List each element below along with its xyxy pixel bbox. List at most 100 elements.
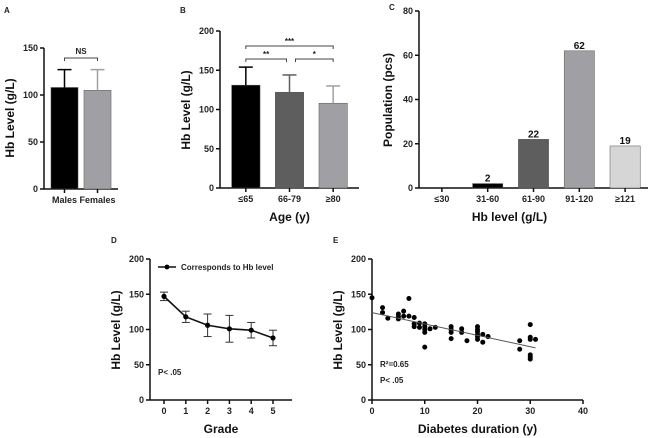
data-point-D — [226, 326, 232, 332]
y-axis-title-D: Hb Level (g/L) — [109, 290, 123, 369]
data-label-C: 22 — [528, 129, 540, 140]
x-tick-label-A: Females — [79, 195, 115, 205]
significance-bracket-B — [245, 58, 287, 62]
data-point-E — [475, 336, 480, 342]
x-tick-label-C: 61-90 — [522, 194, 545, 204]
x-tick-label-C: 31-60 — [476, 194, 499, 204]
y-tick-label-E: 100 — [351, 325, 366, 335]
data-point-E — [406, 295, 412, 301]
annotation-p-E: P< .05 — [380, 376, 404, 385]
y-tick-label-B: 150 — [199, 65, 214, 75]
x-tick-label-D: 1 — [183, 406, 188, 416]
x-tick-label-E: 20 — [472, 406, 482, 416]
data-point-D — [205, 322, 211, 328]
data-point-E — [533, 336, 539, 342]
y-tick-label-C: 60 — [403, 50, 413, 60]
data-point-E — [401, 313, 407, 319]
data-point-E — [459, 326, 465, 332]
x-tick-label-D: 4 — [249, 406, 254, 416]
significance-label-B: * — [313, 50, 317, 59]
annotation-r2-E: R²=0.65 — [380, 360, 409, 369]
series-line-D — [163, 295, 274, 339]
x-axis-title-B: Age (y) — [269, 210, 310, 224]
data-point-E — [401, 308, 407, 314]
data-point-E — [411, 324, 417, 330]
x-tick-label-D: 3 — [227, 406, 232, 416]
panel-label-A: A — [4, 6, 10, 15]
significance-label-B: *** — [285, 37, 295, 46]
data-point-D — [248, 327, 254, 333]
x-tick-label-B: ≥80 — [326, 194, 341, 204]
legend-label-D: Corresponds to Hb level — [181, 263, 273, 272]
y-tick-label-B: 0 — [209, 183, 214, 193]
annotation-D: P< .05 — [158, 368, 182, 377]
x-tick-label-D: 2 — [205, 406, 210, 416]
x-tick-label-B: 66-79 — [278, 194, 301, 204]
data-point-E — [527, 336, 533, 342]
y-tick-label-D: 50 — [134, 360, 144, 370]
data-label-C: 19 — [620, 136, 632, 147]
data-point-E — [527, 322, 533, 328]
x-tick-label-B: ≤65 — [238, 194, 253, 204]
y-tick-label-D: 200 — [129, 254, 144, 264]
bar-C — [518, 139, 549, 189]
y-tick-label-B: 100 — [199, 105, 214, 115]
y-axis-title-C: Population (pcs) — [381, 53, 395, 147]
regression-line-E — [371, 312, 536, 349]
data-point-D — [161, 293, 167, 299]
significance-bracket-B — [245, 45, 334, 49]
y-tick-label-D: 100 — [129, 325, 144, 335]
x-tick-label-C: ≥121 — [615, 194, 635, 204]
data-point-E — [480, 339, 486, 345]
data-point-E — [517, 338, 523, 344]
x-tick-label-E: 0 — [369, 406, 374, 416]
y-tick-label-E: 50 — [356, 360, 366, 370]
data-point-E — [369, 295, 375, 301]
data-label-C: 2 — [485, 174, 491, 185]
x-tick-label-E: 40 — [578, 406, 588, 416]
bar-C — [563, 50, 595, 189]
data-label-C: 62 — [574, 41, 586, 52]
y-axis-title-E: Hb Level (g/L) — [331, 290, 345, 369]
x-tick-label-E: 10 — [420, 406, 430, 416]
data-point-E — [416, 324, 422, 330]
bar-A — [83, 90, 112, 190]
data-point-E — [422, 329, 428, 335]
data-point-D — [183, 314, 189, 320]
panel-label-E: E — [333, 236, 339, 245]
data-point-E — [411, 315, 417, 321]
x-axis-title-E: Diabetes duration (y) — [418, 422, 537, 436]
x-tick-label-C: ≤30 — [434, 194, 449, 204]
y-tick-label-A: 50 — [28, 137, 38, 147]
y-tick-label-C: 80 — [403, 6, 413, 16]
data-point-E — [385, 315, 391, 321]
bar-B — [275, 91, 304, 189]
y-tick-label-E: 150 — [351, 289, 366, 299]
y-tick-label-E: 0 — [361, 395, 366, 405]
data-point-D — [270, 335, 276, 341]
x-axis-title-C: Hb level (g/L) — [472, 210, 547, 224]
panel-label-B: B — [180, 6, 186, 15]
significance-bracket-B — [295, 58, 334, 62]
data-point-E — [448, 329, 454, 335]
y-tick-label-E: 200 — [351, 254, 366, 264]
bar-B — [231, 84, 261, 189]
y-tick-label-B: 200 — [199, 26, 214, 36]
panel-label-C: C — [389, 3, 395, 12]
significance-label-B: ** — [263, 50, 270, 59]
x-tick-label-E: 30 — [525, 406, 535, 416]
y-tick-label-A: 100 — [23, 90, 38, 100]
data-point-E — [527, 356, 533, 362]
bar-B — [318, 102, 348, 189]
x-tick-label-D: 0 — [161, 406, 166, 416]
y-tick-label-B: 50 — [204, 144, 214, 154]
data-point-E — [422, 344, 428, 350]
x-tick-label-D: 5 — [270, 406, 275, 416]
data-point-E — [406, 313, 412, 319]
y-axis-title-B: Hb Level (g/L) — [179, 70, 193, 149]
y-tick-label-A: 0 — [33, 184, 38, 194]
y-tick-label-C: 0 — [408, 183, 413, 193]
y-tick-label-A: 150 — [23, 43, 38, 53]
panel-label-D: D — [111, 236, 117, 245]
data-point-E — [380, 310, 386, 316]
